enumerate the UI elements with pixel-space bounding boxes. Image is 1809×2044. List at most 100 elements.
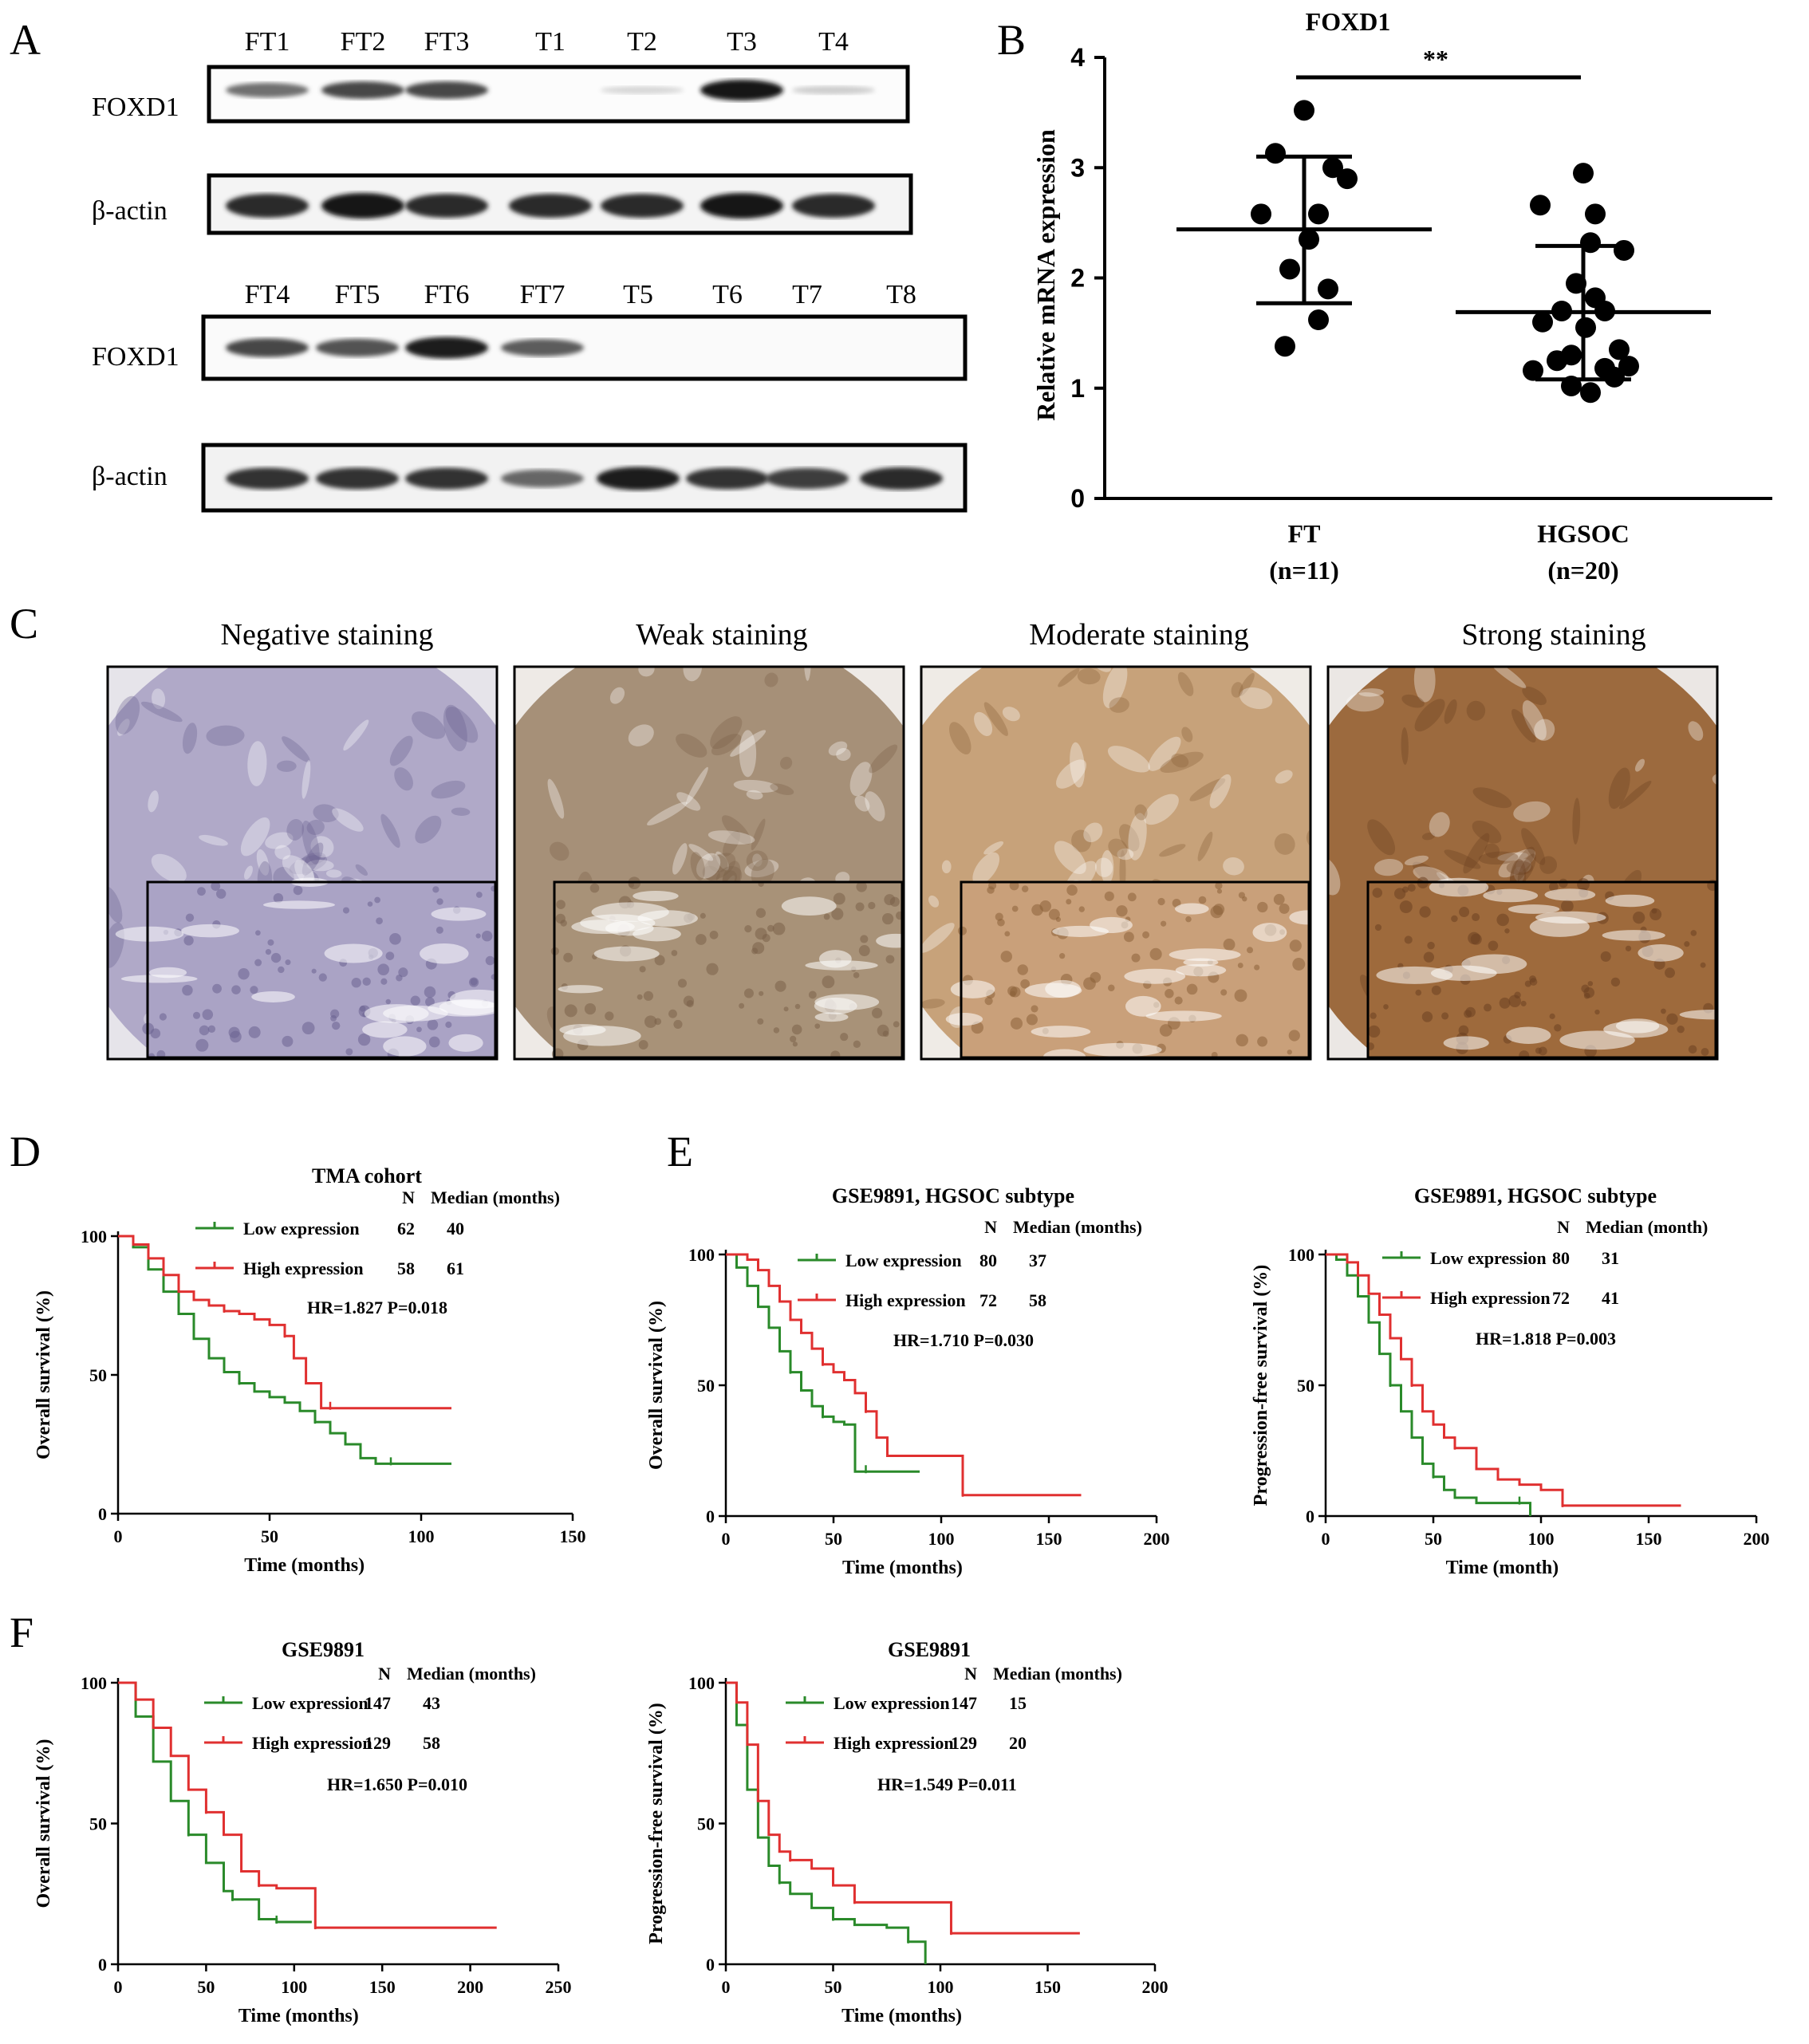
- nucleus: [1600, 951, 1611, 962]
- tissue-texture: [301, 852, 326, 866]
- tissue-texture: [1404, 855, 1429, 866]
- legend-median-header: Median (month): [1586, 1217, 1708, 1237]
- tissue-texture: [1181, 727, 1193, 742]
- nucleus: [1198, 896, 1207, 904]
- tissue-texture: [1274, 833, 1295, 855]
- nucleus: [380, 978, 388, 985]
- tissue-texture: [1134, 804, 1148, 821]
- survival-curve: [726, 1253, 1082, 1497]
- nucleus: [1161, 920, 1167, 927]
- survival-curve: [118, 1235, 451, 1410]
- tissue-texture: [1509, 846, 1535, 884]
- tissue-texture: [1101, 850, 1114, 884]
- blot-bands: [226, 193, 875, 219]
- stroma: [1430, 965, 1497, 982]
- data-point: [1337, 168, 1358, 190]
- tissue-texture: [302, 842, 324, 876]
- tissue-texture: [1002, 707, 1020, 722]
- nucleus: [255, 930, 261, 936]
- tissue-texture: [721, 815, 751, 845]
- tissue-texture: [380, 813, 400, 849]
- x-tick-label: 100: [1528, 1529, 1555, 1549]
- chart-title: GSE9891: [888, 1638, 971, 1661]
- nucleus: [1610, 977, 1621, 987]
- nucleus: [432, 886, 439, 893]
- nucleus: [1108, 984, 1115, 992]
- legend-median: 58: [423, 1733, 440, 1753]
- stroma: [1638, 944, 1684, 962]
- nucleus: [1404, 935, 1413, 944]
- legend-n: 129: [951, 1733, 977, 1753]
- stroma: [633, 891, 679, 902]
- tissue-texture: [836, 747, 851, 761]
- stain-title: Negative staining: [221, 618, 434, 652]
- tissue-texture: [921, 998, 945, 1009]
- y-tick-label: 100: [81, 1673, 107, 1693]
- nucleus: [1688, 1045, 1697, 1054]
- nucleus: [1174, 996, 1183, 1005]
- blot-band: [792, 194, 875, 218]
- nucleus: [1247, 947, 1254, 954]
- lane-label: FT5: [335, 280, 380, 309]
- nucleus: [1684, 941, 1690, 947]
- panel-label-c: C: [10, 600, 38, 648]
- nucleus: [1374, 924, 1382, 931]
- tissue-texture: [1513, 801, 1551, 822]
- tissue-texture: [1401, 694, 1425, 708]
- nucleus: [1279, 903, 1290, 914]
- tissue-texture: [1414, 699, 1445, 732]
- nucleus: [150, 1028, 161, 1039]
- tissue-texture: [746, 850, 768, 872]
- nucleus: [376, 917, 383, 925]
- x-tick-label: 50: [1425, 1529, 1442, 1549]
- nucleus: [278, 966, 285, 974]
- ihc-frame: [1326, 665, 1719, 1061]
- tissue-texture: [1231, 682, 1243, 698]
- tissue-texture: [1171, 753, 1189, 768]
- nucleus: [1131, 953, 1141, 963]
- blot-band: [686, 467, 769, 490]
- tissue-texture: [240, 817, 270, 857]
- stroma: [1615, 1018, 1660, 1034]
- nucleus: [385, 951, 395, 960]
- nucleus: [1000, 951, 1013, 963]
- legend-n-header: N: [1557, 1217, 1570, 1237]
- nucleus: [345, 1048, 353, 1056]
- tissue-texture: [1223, 857, 1244, 876]
- stroma: [1602, 930, 1665, 941]
- y-tick-label: 100: [688, 1673, 715, 1693]
- survival-curve: [1326, 1253, 1681, 1507]
- blot-band: [316, 467, 399, 490]
- nucleus: [1127, 892, 1137, 902]
- tissue-texture: [306, 859, 334, 872]
- stroma: [1090, 916, 1133, 934]
- stroma: [563, 1026, 641, 1046]
- legend-n-header: N: [378, 1664, 391, 1684]
- stroma: [1679, 1010, 1717, 1020]
- legend-median: 43: [423, 1693, 440, 1713]
- nucleus: [1633, 912, 1645, 924]
- data-point: [1299, 229, 1319, 250]
- inset-border: [553, 880, 904, 1059]
- y-tick-label: 0: [98, 1504, 107, 1524]
- nucleus: [563, 952, 573, 963]
- x-tick-label: 0: [1322, 1529, 1330, 1549]
- nucleus: [1383, 1004, 1389, 1010]
- tissue-texture: [206, 725, 245, 746]
- legend-median: 61: [447, 1258, 464, 1278]
- blot-band: [226, 82, 309, 98]
- stroma: [1031, 1026, 1091, 1038]
- x-tick-label: 100: [281, 1977, 307, 1997]
- stroma: [781, 896, 837, 916]
- blot-control-label: β-actin: [92, 196, 168, 226]
- km-plot: 0 50 100 150 200 250 0 50 100 Time (months) Overal…: [34, 1638, 572, 2026]
- nucleus: [1257, 901, 1268, 913]
- nucleus: [1254, 964, 1260, 971]
- nucleus: [772, 922, 786, 935]
- nucleus: [668, 1009, 677, 1018]
- tissue-texture: [1429, 812, 1450, 837]
- nucleus: [468, 977, 479, 987]
- km-plot: 0 50 100 150 200 0 50 100 Time (month) Progressio…: [1251, 1184, 1770, 1578]
- nucleus: [1090, 971, 1102, 983]
- nucleus: [1210, 905, 1224, 919]
